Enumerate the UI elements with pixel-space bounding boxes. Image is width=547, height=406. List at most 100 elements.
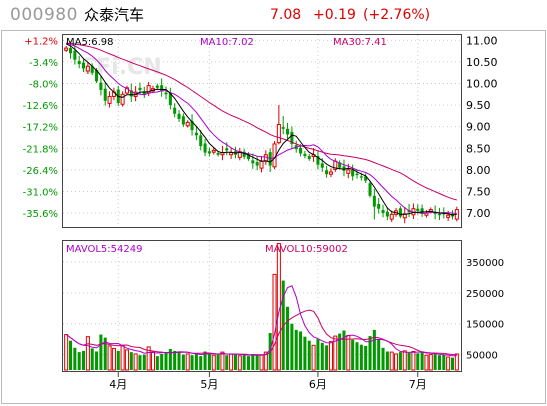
ma5-line — [65, 43, 457, 216]
volume-bar-down — [142, 354, 146, 370]
volume-bar-down — [194, 353, 198, 370]
percent-tick-label: -31.0% — [23, 187, 58, 198]
volume-bar-down — [320, 342, 324, 370]
candle-body-down — [90, 66, 94, 73]
price-panel: CFi.CN MA5:6.98 MA10:7.02 MA30:7.41 +1.2%-… — [23, 34, 498, 228]
candle-body-down — [437, 213, 441, 216]
volume-bar-down — [116, 350, 120, 370]
candle-body-up — [107, 95, 112, 104]
candle-body-up — [263, 154, 268, 162]
candle-body-down — [95, 70, 99, 82]
candle-body-down — [281, 127, 285, 129]
volume-bar-down — [342, 330, 346, 370]
price-legend-entry: MA5:6.98 — [66, 37, 113, 48]
candle-body-down — [77, 61, 81, 65]
volume-axis-labels: 350000 250000 150000 50000 — [466, 258, 504, 362]
stock-name: 众泰汽车 — [84, 6, 145, 24]
candle-body-down — [73, 50, 77, 60]
price-tick-label: 7.50 — [466, 185, 491, 198]
volume-bar-down — [207, 353, 211, 370]
candle-body-down — [68, 48, 73, 54]
candle-body-up — [229, 152, 234, 156]
candle-body-up — [428, 209, 433, 213]
candle-body-down — [420, 208, 424, 214]
date-tick-label: 7月 — [409, 378, 427, 391]
volume-bar-down — [420, 352, 424, 370]
candle-body-down — [359, 176, 363, 178]
candle-body-down — [138, 87, 142, 90]
candle-body-up — [185, 121, 190, 127]
price-panel-frame — [62, 34, 462, 228]
candle-body-down — [325, 170, 329, 175]
volume-bar-up — [428, 354, 433, 371]
candle-body-down — [342, 166, 346, 171]
candlesticks — [64, 41, 459, 224]
candle-body-down — [168, 93, 172, 106]
price-gridlines — [63, 35, 461, 227]
ma10-line — [66, 42, 457, 214]
volume-bar-down — [246, 356, 250, 370]
volume-bar-down — [359, 344, 363, 370]
volume-bar-down — [385, 351, 389, 370]
candle-body-down — [286, 128, 290, 135]
price-moving-averages — [65, 42, 457, 216]
volume-bar-up — [424, 354, 429, 371]
price-tick-label: 10.00 — [466, 78, 498, 91]
candle-body-down — [103, 88, 107, 101]
volume-legend-entry: MAVOL10:59002 — [265, 244, 348, 255]
candle-body-down — [377, 203, 381, 209]
candle-body-down — [246, 154, 250, 160]
candle-body-down — [129, 90, 133, 97]
volume-bar-down — [225, 355, 229, 370]
volume-bar-down — [168, 349, 172, 370]
volume-bar-down — [138, 355, 142, 370]
volume-bar-down — [316, 339, 320, 370]
candle-body-down — [303, 153, 307, 157]
candle-body-down — [385, 211, 389, 217]
percent-tick-label: -26.4% — [23, 166, 58, 177]
volume-bar-down — [99, 334, 103, 370]
candle-body-down — [355, 173, 359, 176]
candle-body-up — [446, 214, 451, 218]
volume-legend-entry: MAVOL5:54249 — [66, 244, 142, 255]
volume-tick-label: 50000 — [466, 351, 498, 362]
volume-bar-up — [402, 350, 407, 371]
candle-body-down — [173, 107, 177, 114]
percent-tick-label: -3.4% — [29, 58, 58, 69]
volume-bar-up — [272, 273, 277, 371]
volume-bar-down — [377, 339, 381, 370]
volume-bar-down — [216, 354, 220, 370]
volume-bar-down — [416, 353, 420, 370]
candle-body-down — [164, 92, 168, 95]
price-tick-label: 9.50 — [466, 99, 491, 112]
volume-bar-down — [160, 353, 164, 370]
volume-legend: MAVOL5:54249 MAVOL10:59002 — [66, 244, 348, 255]
volume-bar-down — [351, 339, 355, 370]
volume-bar-down — [82, 350, 86, 370]
candle-body-down — [416, 208, 420, 211]
volume-bar-up — [328, 341, 333, 371]
volume-bar-up — [394, 353, 399, 371]
volume-bar-down — [173, 350, 177, 370]
volume-bar-down — [338, 333, 342, 370]
candle-body-up — [276, 124, 281, 144]
candle-body-down — [320, 163, 324, 168]
volume-bar-up — [311, 344, 316, 371]
volume-moving-averages — [65, 285, 457, 357]
volume-bar-up — [64, 334, 69, 371]
date-tick-label: 5月 — [200, 378, 218, 391]
date-tick-label: 4月 — [109, 378, 127, 391]
candle-body-down — [433, 212, 437, 214]
volume-bar-down — [303, 336, 307, 370]
volume-bar-up — [150, 351, 156, 371]
volume-bar-down — [129, 352, 133, 370]
candle-body-up — [328, 171, 333, 175]
price-tick-label: 11.00 — [466, 34, 498, 47]
candle-body-up — [64, 47, 69, 51]
date-axis: 4月 5月 6月 7月 — [109, 372, 427, 391]
volume-bar-down — [73, 347, 77, 370]
last-price: 7.08 — [270, 7, 302, 23]
volume-bar-down — [155, 356, 159, 370]
volume-bar-up — [454, 353, 459, 371]
